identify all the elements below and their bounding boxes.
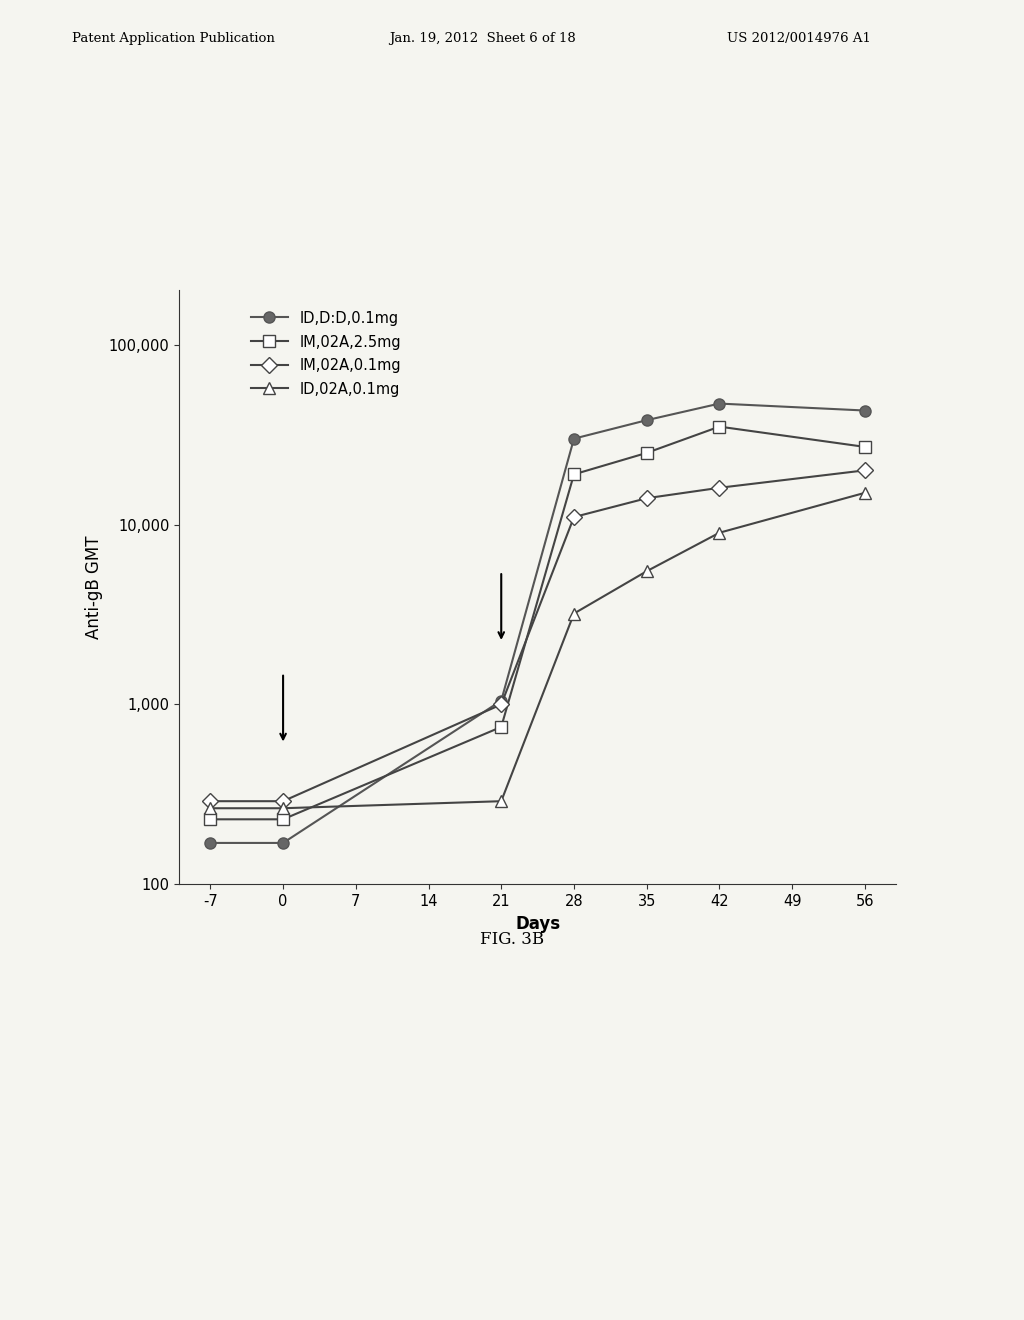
ID,02A,0.1mg bbox=[859, 484, 871, 500]
ID,D:D,0.1mg bbox=[204, 836, 216, 851]
ID,D:D,0.1mg bbox=[641, 412, 653, 428]
IM,02A,2.5mg bbox=[714, 418, 726, 434]
IM,02A,0.1mg bbox=[859, 462, 871, 478]
IM,02A,2.5mg bbox=[568, 466, 581, 482]
IM,02A,0.1mg bbox=[568, 510, 581, 525]
ID,D:D,0.1mg bbox=[714, 396, 726, 412]
Line: IM,02A,2.5mg: IM,02A,2.5mg bbox=[205, 421, 870, 825]
ID,02A,0.1mg bbox=[495, 793, 507, 809]
Line: IM,02A,0.1mg: IM,02A,0.1mg bbox=[205, 465, 870, 807]
ID,D:D,0.1mg bbox=[859, 403, 871, 418]
IM,02A,0.1mg bbox=[204, 793, 216, 809]
IM,02A,0.1mg bbox=[276, 793, 289, 809]
Text: Jan. 19, 2012  Sheet 6 of 18: Jan. 19, 2012 Sheet 6 of 18 bbox=[389, 32, 575, 45]
IM,02A,0.1mg bbox=[495, 697, 507, 713]
Line: ID,02A,0.1mg: ID,02A,0.1mg bbox=[205, 487, 870, 814]
ID,02A,0.1mg bbox=[641, 564, 653, 579]
IM,02A,0.1mg bbox=[641, 490, 653, 506]
Line: ID,D:D,0.1mg: ID,D:D,0.1mg bbox=[205, 399, 870, 849]
Text: US 2012/0014976 A1: US 2012/0014976 A1 bbox=[727, 32, 871, 45]
ID,02A,0.1mg bbox=[204, 800, 216, 816]
ID,02A,0.1mg bbox=[714, 525, 726, 541]
IM,02A,2.5mg bbox=[641, 445, 653, 461]
Y-axis label: Anti-gB GMT: Anti-gB GMT bbox=[85, 536, 103, 639]
ID,D:D,0.1mg bbox=[276, 836, 289, 851]
ID,02A,0.1mg bbox=[568, 606, 581, 622]
ID,D:D,0.1mg bbox=[495, 693, 507, 709]
Text: Patent Application Publication: Patent Application Publication bbox=[72, 32, 274, 45]
Legend: ID,D:D,0.1mg, IM,02A,2.5mg, IM,02A,0.1mg, ID,02A,0.1mg: ID,D:D,0.1mg, IM,02A,2.5mg, IM,02A,0.1mg… bbox=[244, 304, 409, 404]
IM,02A,2.5mg bbox=[276, 812, 289, 828]
IM,02A,2.5mg bbox=[204, 812, 216, 828]
IM,02A,0.1mg bbox=[714, 480, 726, 496]
IM,02A,2.5mg bbox=[859, 440, 871, 455]
X-axis label: Days: Days bbox=[515, 915, 560, 933]
ID,D:D,0.1mg bbox=[568, 430, 581, 446]
Text: FIG. 3B: FIG. 3B bbox=[480, 931, 544, 948]
IM,02A,2.5mg bbox=[495, 719, 507, 735]
ID,02A,0.1mg bbox=[276, 800, 289, 816]
